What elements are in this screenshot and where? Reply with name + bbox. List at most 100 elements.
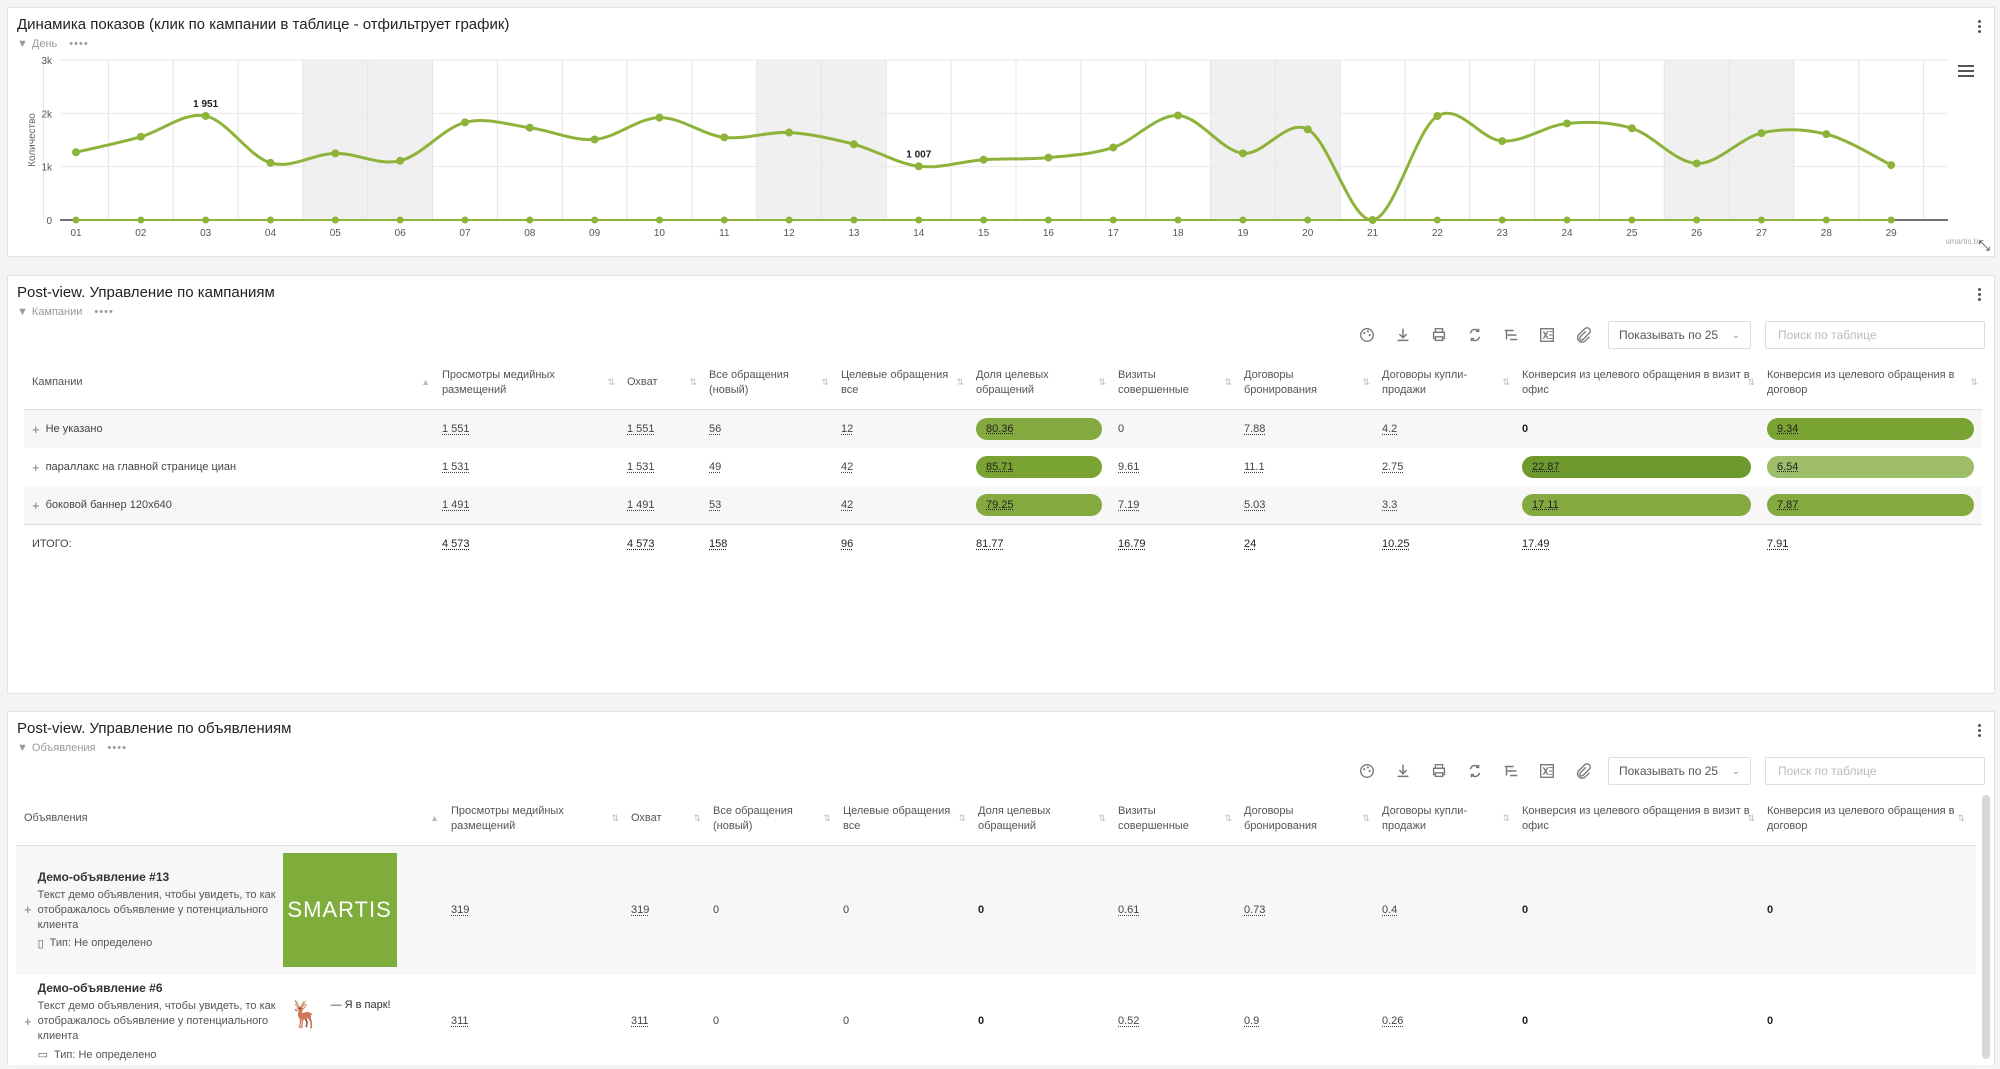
table-cell[interactable]: 311 [623, 1015, 705, 1027]
resize-handle-icon[interactable]: ⤡ [1978, 237, 1990, 253]
cell-value[interactable]: 5.03 [1244, 499, 1266, 511]
value-bar[interactable]: 85.71 [976, 456, 1102, 478]
table-row[interactable]: + Демо-объявление #6 Текст демо объявления… [16, 974, 1976, 1069]
table-cell[interactable]: 22.87 [1514, 456, 1759, 478]
column-header[interactable]: Целевые обращения все ⇅ [835, 804, 970, 834]
column-header[interactable]: Конверсия из целевого обращения в догово… [1759, 804, 1969, 834]
sort-icon[interactable]: ⇅ [1098, 813, 1106, 823]
ads-table-scrollbar[interactable] [1982, 795, 1990, 1059]
table-cell[interactable]: 0.61 [1110, 904, 1236, 916]
total-value[interactable]: 158 [709, 537, 728, 550]
cell-value[interactable]: 1 491 [627, 499, 655, 511]
table-cell[interactable]: 79.25 [968, 494, 1110, 516]
column-header[interactable]: Договоры бронирования ⇅ [1236, 368, 1374, 398]
kebab-menu-icon[interactable] [1978, 288, 1982, 303]
kebab-menu-icon[interactable] [1978, 20, 1982, 35]
column-header[interactable]: Целевые обращения все ⇅ [833, 368, 968, 398]
cell-value[interactable]: 0.4 [1382, 903, 1398, 916]
cell-value[interactable]: 1 531 [442, 461, 470, 473]
sort-icon[interactable]: ⇅ [823, 813, 831, 823]
total-cell[interactable]: 158 [701, 538, 833, 550]
column-header[interactable]: Просмотры медийных размещений ⇅ [434, 368, 619, 398]
column-header[interactable]: Все обращения (новый) ⇅ [705, 804, 835, 834]
table-cell[interactable]: 0.4 [1374, 904, 1514, 916]
column-header[interactable]: Договоры купли-продажи ⇅ [1374, 804, 1514, 834]
cell-value[interactable]: 0.61 [1118, 903, 1140, 916]
table-cell[interactable]: 9.34 [1759, 418, 1982, 440]
table-cell[interactable]: 11.1 [1236, 461, 1374, 473]
column-header[interactable]: Конверсия из целевого обращения в визит … [1514, 804, 1759, 834]
page-size-select[interactable]: Показывать по 25 ⌄ [1608, 757, 1751, 785]
cell-value[interactable]: 11.1 [1244, 461, 1265, 473]
sort-icon[interactable]: ⇅ [821, 377, 829, 387]
cell-value[interactable]: 311 [451, 1015, 469, 1027]
cell-value[interactable]: 42 [841, 461, 854, 473]
sort-icon[interactable]: ⇅ [1224, 813, 1232, 823]
sort-icon[interactable]: ⇅ [611, 813, 619, 823]
table-search-input[interactable]: Поиск по таблице [1765, 321, 1985, 349]
total-value[interactable]: 16.79 [1118, 537, 1146, 550]
column-header[interactable]: Конверсия из целевого обращения в визит … [1514, 368, 1759, 398]
sort-icon[interactable]: ⇅ [1747, 813, 1755, 823]
table-cell[interactable]: 0.73 [1236, 904, 1374, 916]
sort-icon[interactable]: ⇅ [1502, 813, 1510, 823]
cell-value[interactable]: 1 491 [442, 499, 470, 511]
column-header[interactable]: Визиты совершенные ⇅ [1110, 804, 1236, 834]
ad-info-cell[interactable]: + Демо-объявление #13 Текст демо объявлени… [16, 852, 443, 967]
cell-value[interactable]: 2.75 [1382, 461, 1404, 473]
total-cell[interactable]: 81.77 [968, 538, 1110, 550]
chart-panel-filter[interactable]: ▼ День •••• [17, 38, 89, 50]
print-icon[interactable] [1428, 324, 1450, 346]
more-dots-icon[interactable]: •••• [69, 38, 89, 50]
column-header[interactable]: Доля целевых обращений ⇅ [968, 368, 1110, 398]
total-value[interactable]: 7.91 [1767, 537, 1789, 550]
cell-value[interactable]: 319 [451, 903, 470, 916]
column-header[interactable]: Конверсия из целевого обращения в догово… [1759, 368, 1982, 398]
palette-icon[interactable] [1356, 760, 1378, 782]
table-cell[interactable]: 9.61 [1110, 461, 1236, 473]
print-icon[interactable] [1428, 760, 1450, 782]
sort-icon[interactable]: ⇅ [607, 377, 615, 387]
column-header[interactable]: Охват ⇅ [619, 375, 701, 390]
total-value[interactable]: 96 [841, 537, 854, 550]
total-value[interactable]: 4 573 [442, 537, 470, 550]
total-value[interactable]: 81.77 [976, 537, 1004, 550]
table-cell[interactable]: 311 [443, 1015, 623, 1027]
attach-icon[interactable] [1572, 760, 1594, 782]
table-cell[interactable]: 5.03 [1236, 499, 1374, 511]
total-cell[interactable]: 16.79 [1110, 538, 1236, 550]
campaign-name-cell[interactable]: + боковой баннер 120х640 [24, 498, 434, 513]
more-dots-icon[interactable]: •••• [94, 306, 114, 318]
cell-value[interactable]: 4.2 [1382, 423, 1398, 435]
sort-icon[interactable]: ⇅ [1747, 377, 1755, 387]
table-cell[interactable]: 6.54 [1759, 456, 1982, 478]
table-cell[interactable]: 12 [833, 423, 968, 435]
table-cell[interactable]: 7.19 [1110, 499, 1236, 511]
expand-plus-icon[interactable]: + [32, 497, 40, 513]
table-row[interactable]: + боковой баннер 120х640 1 491 1 491 53 42 79.… [24, 486, 1982, 524]
total-cell[interactable]: 10.25 [1374, 538, 1514, 550]
more-dots-icon[interactable]: •••• [107, 742, 127, 754]
sort-icon[interactable]: ⇅ [1957, 813, 1965, 823]
value-bar[interactable]: 9.34 [1767, 418, 1974, 440]
cell-value[interactable]: 3.3 [1382, 499, 1398, 511]
column-header[interactable]: Объявления ▲ [16, 811, 443, 826]
column-header[interactable]: Договоры купли-продажи ⇅ [1374, 368, 1514, 398]
cell-value[interactable]: 1 531 [627, 461, 655, 473]
cell-value[interactable]: 53 [709, 499, 722, 511]
sort-icon[interactable]: ▲ [421, 377, 430, 387]
cell-value[interactable]: 12 [841, 423, 854, 435]
table-row[interactable]: + Демо-объявление #13 Текст демо объявлени… [16, 846, 1976, 974]
table-cell[interactable]: 0.52 [1110, 1015, 1236, 1027]
cell-value[interactable]: 7.19 [1118, 499, 1140, 511]
campaigns-panel-filter[interactable]: ▼ Кампании •••• [17, 306, 114, 318]
table-cell[interactable]: 7.87 [1759, 494, 1982, 516]
kebab-menu-icon[interactable] [1978, 724, 1982, 739]
total-cell[interactable]: 96 [833, 538, 968, 550]
table-cell[interactable]: 1 531 [619, 461, 701, 473]
sort-icon[interactable]: ⇅ [1098, 377, 1106, 387]
total-value[interactable]: 17.49 [1522, 537, 1550, 550]
cell-value[interactable]: 1 551 [442, 423, 470, 435]
expand-plus-icon[interactable]: + [32, 421, 40, 437]
sort-icon[interactable]: ⇅ [1502, 377, 1510, 387]
